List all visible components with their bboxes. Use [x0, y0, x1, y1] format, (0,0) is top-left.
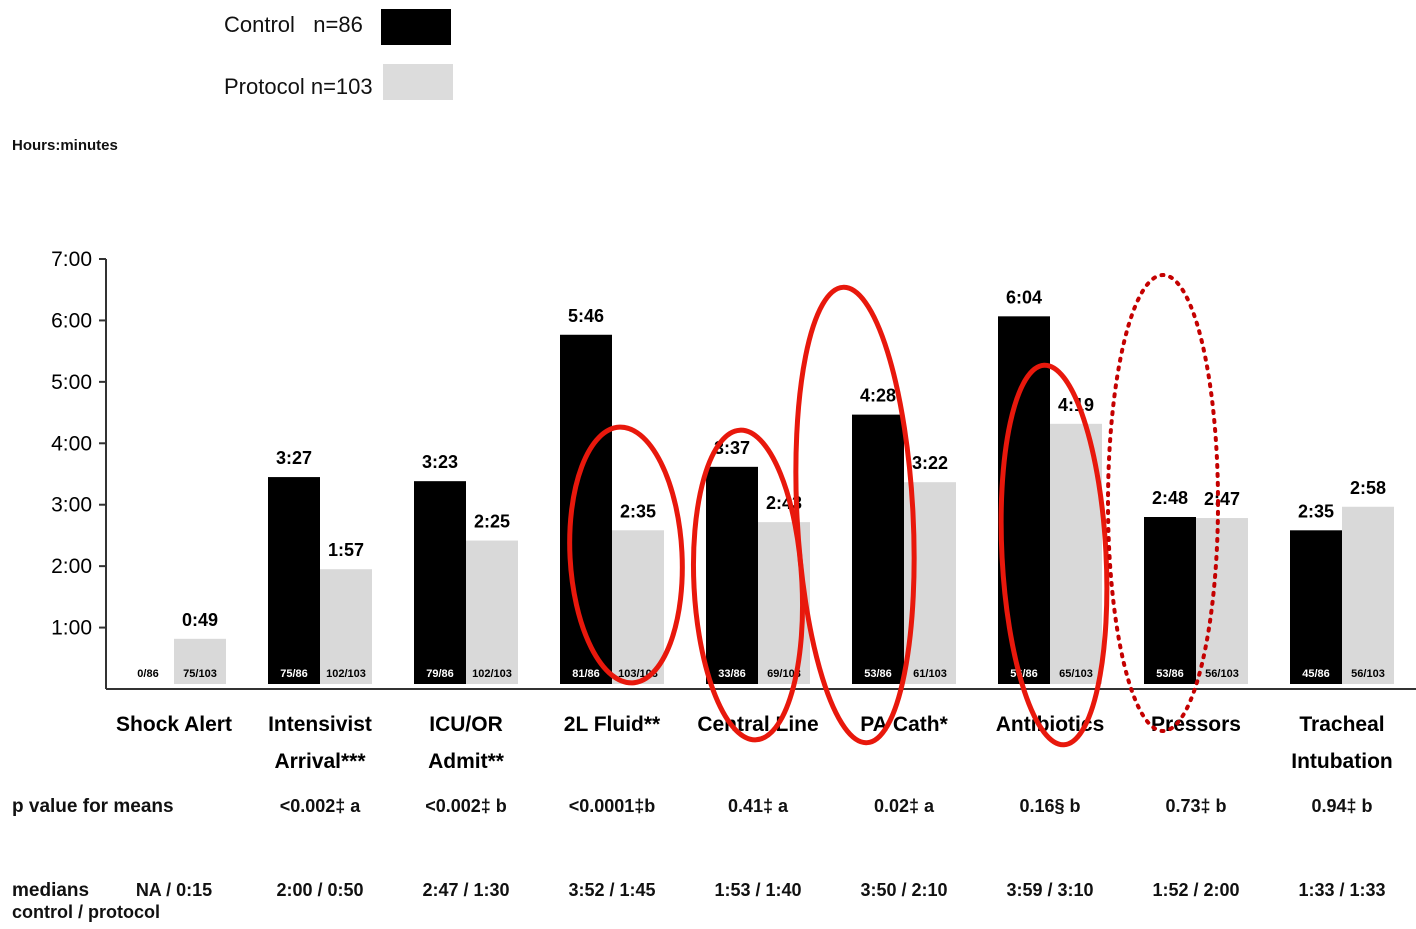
bar-count-label: 33/86: [718, 668, 746, 680]
median-cell: 2:00 / 0:50: [276, 880, 364, 900]
median-cell: 2:47 / 1:30: [422, 880, 510, 900]
bar-count-label: 56/103: [1351, 668, 1385, 680]
bar-count-label: 65/103: [1059, 668, 1093, 680]
bar-control: [268, 477, 320, 684]
bar-control: [998, 316, 1050, 684]
y-tick-label: 4:00: [51, 432, 92, 455]
category-label: PA Cath*: [860, 713, 948, 736]
bar-protocol: [174, 638, 226, 684]
median-cell: NA / 0:15: [135, 880, 213, 900]
bar-count-label: 53/86: [864, 668, 892, 680]
p-value-cell: <0.002‡ b: [425, 796, 507, 816]
median-cell: 1:52 / 2:00: [1152, 880, 1240, 900]
bar-count-label: 53/86: [1156, 668, 1184, 680]
p-value-cell: 0.16§ b: [1019, 796, 1081, 816]
bar-count-label: 56/86: [1010, 668, 1038, 680]
bar-count-label: 79/86: [426, 668, 454, 680]
median-cell: 1:53 / 1:40: [714, 880, 802, 900]
p-value-cell: 0.94‡ b: [1311, 796, 1373, 816]
bar-count-label: 75/86: [280, 668, 308, 680]
median-cell: 1:33 / 1:33: [1298, 880, 1386, 900]
y-tick-label: 6:00: [51, 309, 92, 332]
category-label: Admit**: [428, 750, 505, 773]
bar-count-label: 75/103: [183, 668, 217, 680]
category-label: Shock Alert: [116, 713, 232, 736]
category-label: Arrival***: [274, 750, 366, 773]
y-tick-label: 1:00: [51, 617, 92, 640]
bar-protocol: [320, 569, 372, 684]
category-label: ICU/OR: [429, 713, 503, 736]
bar-value-label: 2:48: [1152, 488, 1188, 508]
bar-value-label: 6:04: [1006, 287, 1042, 307]
category-label: 2L Fluid**: [564, 713, 661, 736]
bar-value-label: 1:57: [328, 540, 364, 560]
annotation-circle: [567, 424, 685, 686]
bar-count-label: 45/86: [1302, 668, 1330, 680]
bar-count-label: 102/103: [472, 668, 512, 680]
bar-count-label: 0/86: [137, 668, 158, 680]
median-cell: 3:50 / 2:10: [860, 880, 948, 900]
p-value-cell: <0.0001‡b: [568, 796, 656, 816]
category-label: Tracheal: [1299, 713, 1384, 736]
bar-count-label: 61/103: [913, 668, 947, 680]
bar-protocol: [612, 530, 664, 684]
bar-protocol: [1342, 506, 1394, 684]
legend-label-control: Control n=86: [224, 12, 363, 37]
bar-protocol: [1050, 423, 1102, 684]
category-label: Antibiotics: [996, 713, 1105, 736]
bar-control: [414, 481, 466, 684]
median-cell: 3:52 / 1:45: [568, 880, 656, 900]
y-axis-unit-label: Hours:minutes: [12, 137, 118, 154]
bar-value-label: 2:25: [474, 512, 510, 532]
bar-control: [852, 414, 904, 684]
median-cell: 3:59 / 3:10: [1006, 880, 1094, 900]
legend-label-protocol: Protocol n=103: [224, 74, 373, 99]
y-tick-label: 3:00: [51, 494, 92, 517]
bar-value-label: 5:46: [568, 306, 604, 326]
y-tick-label: 5:00: [51, 371, 92, 394]
p-value-cell: 0.73‡ b: [1165, 796, 1227, 816]
category-label: Central Line: [697, 713, 818, 736]
y-tick-label: 2:00: [51, 555, 92, 578]
bar-value-label: 3:22: [912, 453, 948, 473]
bar-value-label: 2:35: [1298, 501, 1334, 521]
bar-value-label: 0:49: [182, 610, 218, 630]
legend-swatch-control: [381, 9, 451, 45]
bar-value-label: 2:47: [1204, 489, 1240, 509]
annotation-circle: [1106, 273, 1220, 733]
bar-value-label: 3:23: [422, 452, 458, 472]
bar-value-label: 2:35: [620, 501, 656, 521]
annotation-circle: [998, 362, 1110, 748]
legend-swatch-protocol: [383, 64, 453, 100]
annotation-circle: [793, 284, 917, 746]
category-label: Intensivist: [268, 713, 372, 736]
category-label: Pressors: [1151, 713, 1241, 736]
medians-label: medians: [12, 880, 90, 901]
bar-count-label: 81/86: [572, 668, 600, 680]
bar-count-label: 102/103: [326, 668, 366, 680]
bar-value-label: 2:58: [1350, 478, 1386, 498]
bar-control: [1290, 530, 1342, 684]
bar-value-label: 4:28: [860, 386, 896, 406]
y-tick-label: 7:00: [51, 248, 92, 271]
bar-control: [560, 334, 612, 684]
category-label: Intubation: [1291, 750, 1392, 773]
bar-control: [1144, 517, 1196, 684]
bar-count-label: 69/103: [767, 668, 801, 680]
bar-control: [706, 466, 758, 684]
p-value-cell: <0.002‡ a: [279, 796, 361, 816]
bar-chart: 1:00 2:00 3:00 4:00 5:00 6:00 7:00 0/86 0:49 75/1…: [51, 248, 1416, 773]
p-value-cell: 0.41‡ a: [727, 796, 789, 816]
bar-count-label: 56/103: [1205, 668, 1239, 680]
p-value-cell: 0.02‡ a: [873, 796, 935, 816]
p-value-label: p value for means: [12, 796, 174, 817]
bar-protocol: [466, 540, 518, 684]
medians-sublabel: control / protocol: [12, 902, 160, 922]
bar-value-label: 3:27: [276, 448, 312, 468]
